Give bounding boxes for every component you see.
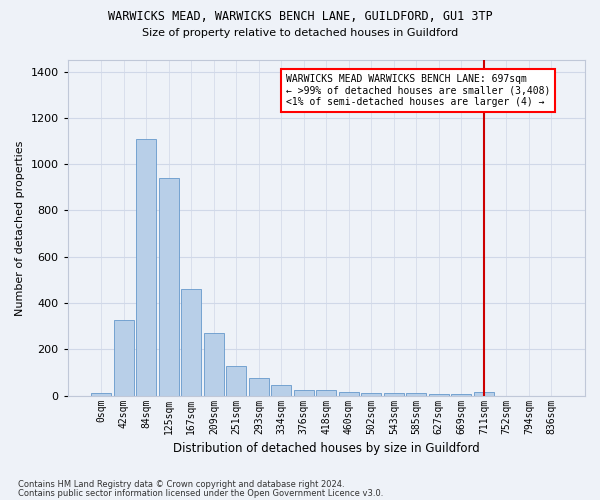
Text: WARWICKS MEAD WARWICKS BENCH LANE: 697sqm
← >99% of detached houses are smaller : WARWICKS MEAD WARWICKS BENCH LANE: 697sq… xyxy=(286,74,550,107)
Bar xyxy=(249,378,269,396)
Y-axis label: Number of detached properties: Number of detached properties xyxy=(15,140,25,316)
Bar xyxy=(316,390,337,396)
Bar xyxy=(136,138,157,396)
Bar xyxy=(406,394,427,396)
X-axis label: Distribution of detached houses by size in Guildford: Distribution of detached houses by size … xyxy=(173,442,480,455)
Bar xyxy=(339,392,359,396)
Bar xyxy=(204,333,224,396)
Bar xyxy=(159,178,179,396)
Text: Size of property relative to detached houses in Guildford: Size of property relative to detached ho… xyxy=(142,28,458,38)
Bar xyxy=(451,394,472,396)
Bar xyxy=(361,394,382,396)
Bar xyxy=(429,394,449,396)
Bar xyxy=(91,394,112,396)
Bar xyxy=(181,289,202,396)
Bar xyxy=(114,320,134,396)
Bar xyxy=(294,390,314,396)
Text: Contains public sector information licensed under the Open Government Licence v3: Contains public sector information licen… xyxy=(18,489,383,498)
Text: Contains HM Land Registry data © Crown copyright and database right 2024.: Contains HM Land Registry data © Crown c… xyxy=(18,480,344,489)
Bar xyxy=(271,385,292,396)
Text: WARWICKS MEAD, WARWICKS BENCH LANE, GUILDFORD, GU1 3TP: WARWICKS MEAD, WARWICKS BENCH LANE, GUIL… xyxy=(107,10,493,23)
Bar xyxy=(474,392,494,396)
Bar xyxy=(226,366,247,396)
Bar xyxy=(384,394,404,396)
